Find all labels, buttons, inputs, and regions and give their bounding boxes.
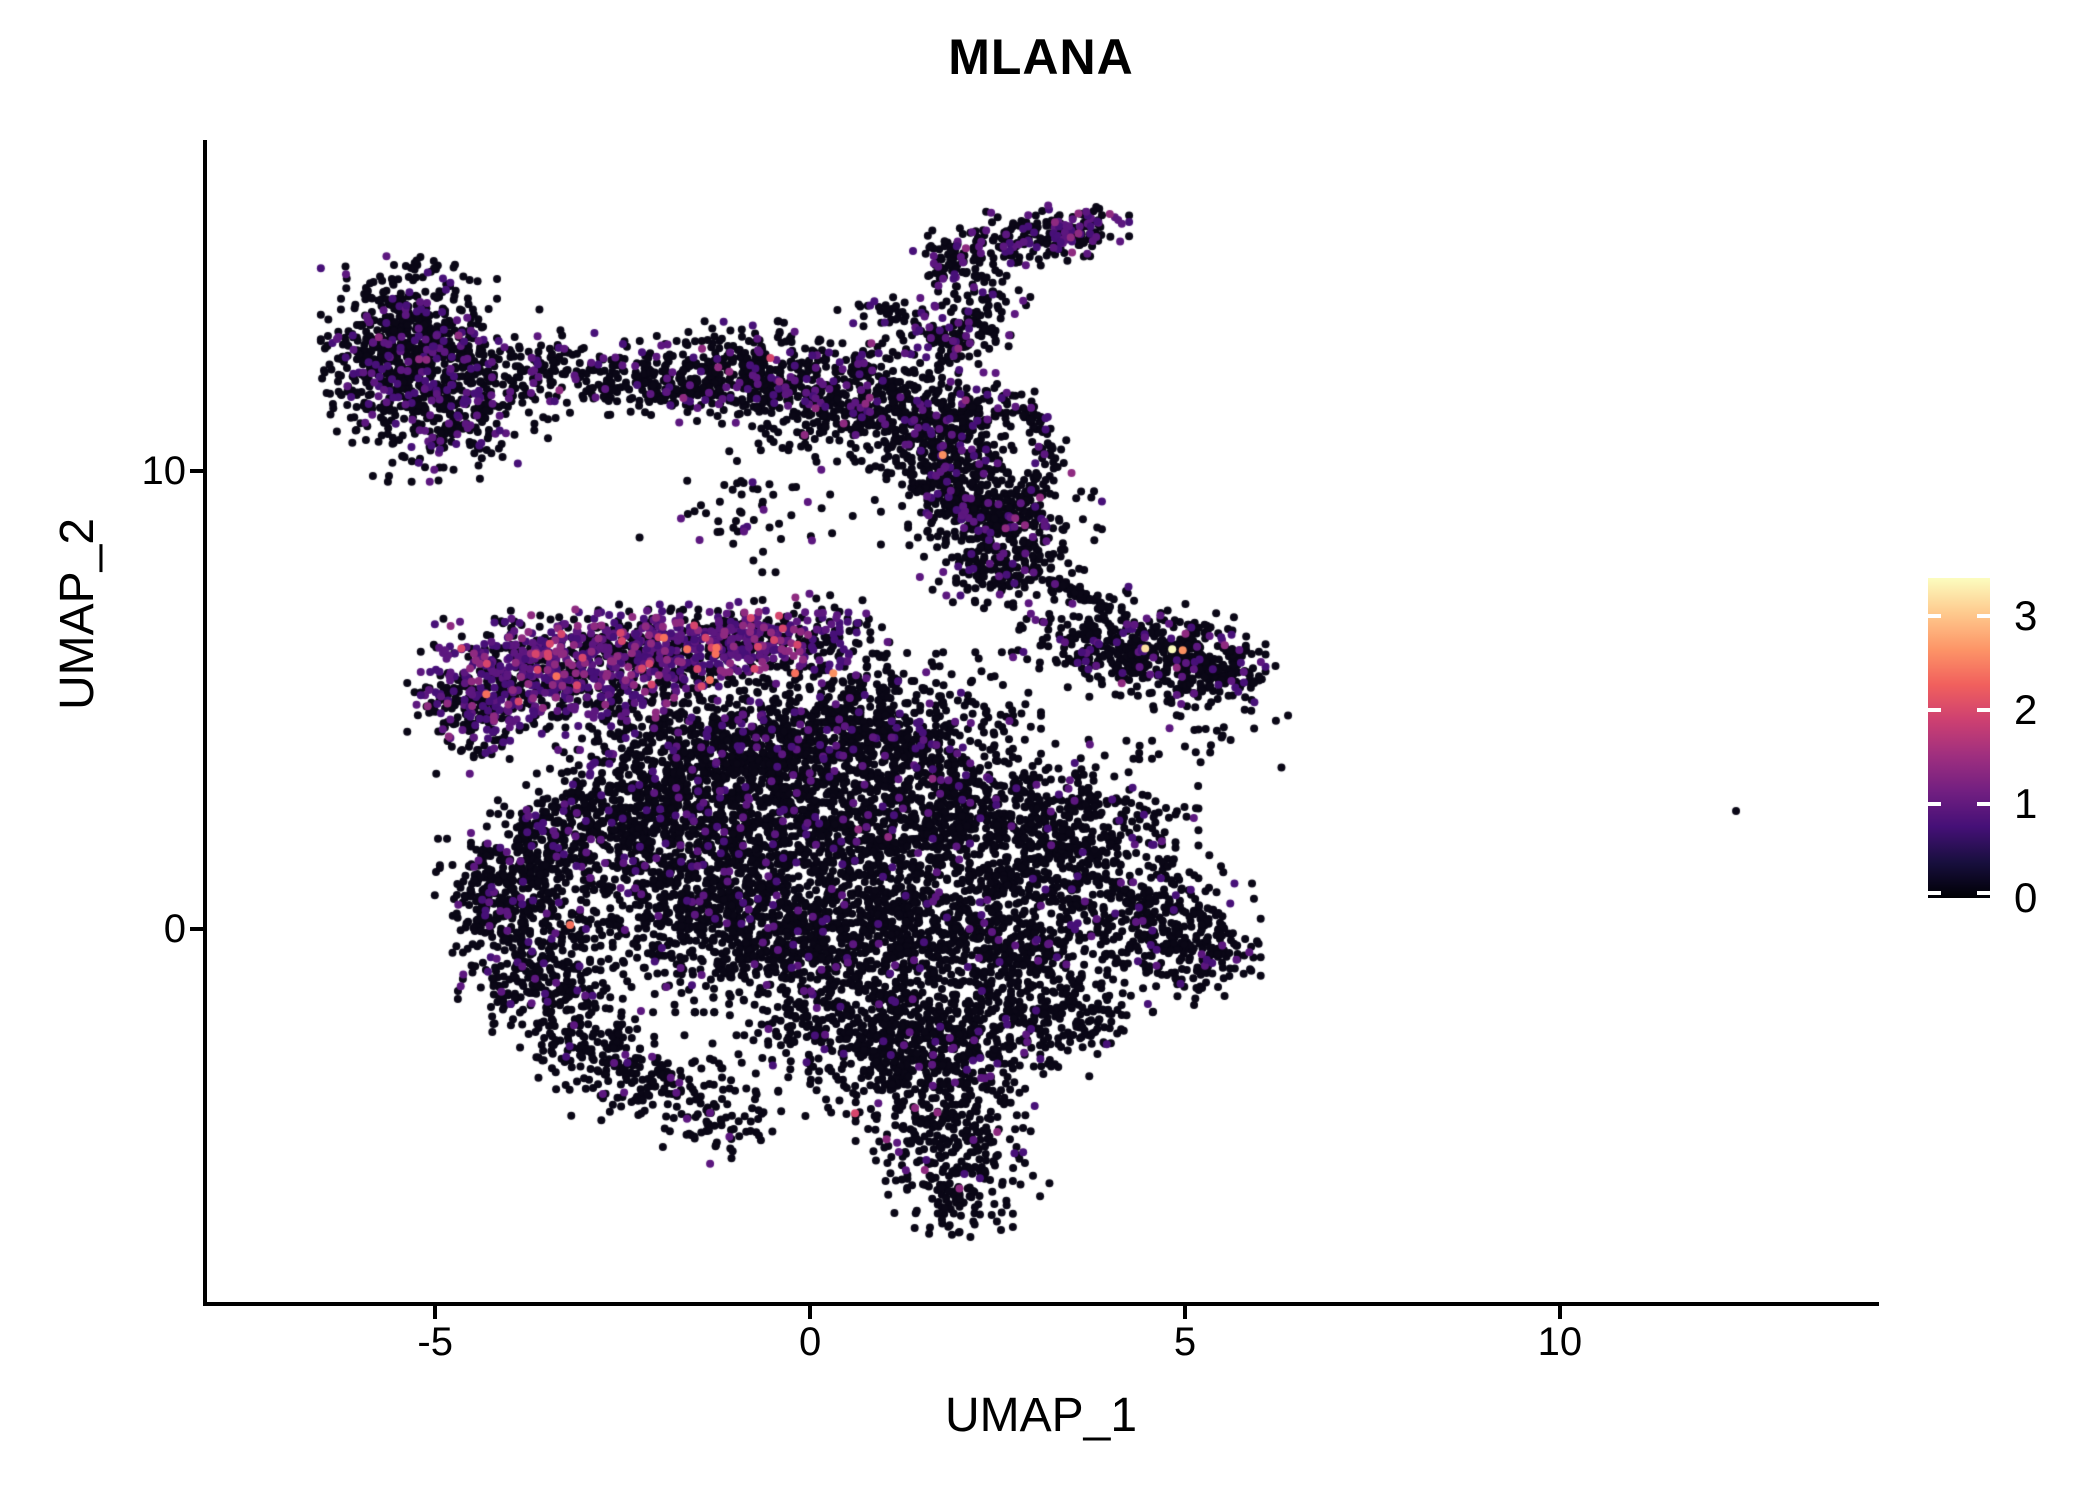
x-tick-mark	[808, 1306, 813, 1319]
x-tick-label: -5	[417, 1320, 453, 1364]
expression-colorbar	[1928, 578, 1990, 898]
colorbar-tick-mark	[1977, 707, 1990, 712]
colorbar-tick-mark	[1977, 891, 1990, 895]
colorbar-tick-mark	[1928, 613, 1941, 618]
x-axis-title: UMAP_1	[944, 1389, 1138, 1442]
x-tick-label: 0	[798, 1320, 822, 1364]
colorbar-tick-mark	[1928, 801, 1941, 806]
x-tick-label: 10	[1537, 1320, 1583, 1364]
colorbar-tick-mark	[1928, 891, 1941, 895]
y-tick-mark	[190, 469, 203, 474]
y-tick-label: 10	[141, 449, 187, 494]
y-tick-label: 0	[163, 907, 186, 952]
x-tick-mark	[1557, 1306, 1562, 1319]
colorbar-tick-label: 1	[2014, 779, 2038, 827]
colorbar-tick-mark	[1977, 613, 1990, 618]
y-axis-line	[203, 140, 207, 1306]
colorbar-tick-label: 0	[2014, 874, 2038, 921]
colorbar-tick-mark	[1977, 801, 1990, 806]
y-tick-mark	[190, 927, 203, 932]
x-axis-line	[203, 1302, 1879, 1306]
plot-title: MLANA	[948, 29, 1134, 85]
colorbar-tick-mark	[1928, 707, 1941, 712]
colorbar-tick-label: 3	[2014, 591, 2038, 639]
x-tick-mark	[1182, 1306, 1187, 1319]
x-tick-label: 5	[1173, 1320, 1197, 1364]
colorbar-tick-label: 2	[2014, 685, 2038, 733]
x-tick-mark	[433, 1306, 438, 1319]
y-axis-title: UMAP_2	[51, 517, 104, 711]
